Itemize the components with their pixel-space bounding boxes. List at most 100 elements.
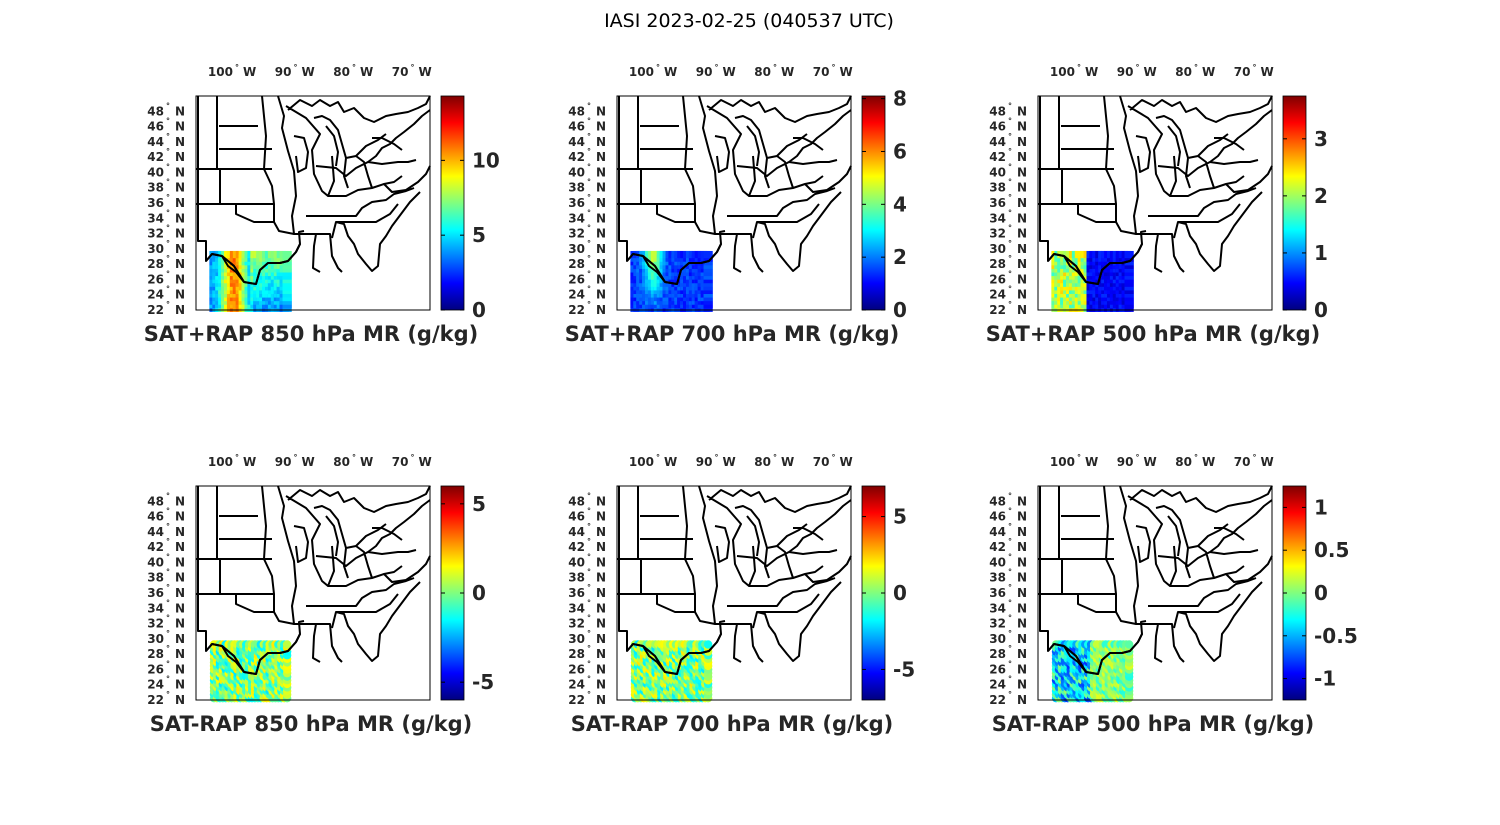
degree-symbol: ° [587, 285, 591, 294]
lon-tick-hemisphere: W [243, 65, 256, 79]
lat-tick-hemisphere: N [1017, 632, 1027, 646]
colorbar-tick-label: -5 [893, 657, 915, 681]
lat-tick-hemisphere: N [175, 211, 185, 225]
lat-tick-hemisphere: N [1017, 555, 1027, 569]
lat-tick-hemisphere: N [175, 662, 185, 676]
lat-tick-hemisphere: N [596, 540, 606, 554]
degree-symbol: ° [1008, 507, 1012, 516]
degree-symbol: ° [1008, 132, 1012, 141]
lat-tick-label: 28 [568, 257, 585, 271]
lon-tick-label: 70 [813, 455, 830, 469]
lon-tick-hemisphere: W [360, 65, 373, 79]
lat-tick-label: 40 [147, 165, 164, 179]
lat-tick-label: 26 [568, 272, 585, 286]
degree-symbol: ° [587, 583, 591, 592]
colorbar [861, 95, 886, 311]
lat-tick-label: 36 [568, 196, 585, 210]
swath-point [282, 640, 292, 649]
lat-tick-label: 24 [989, 678, 1006, 692]
degree-symbol: ° [166, 552, 170, 561]
lat-tick-hemisphere: N [1017, 272, 1027, 286]
swath-cell [282, 250, 292, 259]
degree-symbol: ° [1008, 300, 1012, 309]
colorbar-tick-label: 5 [472, 223, 486, 247]
lon-tick-hemisphere: W [360, 455, 373, 469]
lon-tick-hemisphere: W [722, 65, 735, 79]
lat-tick-hemisphere: N [175, 196, 185, 210]
lat-tick-label: 28 [989, 647, 1006, 661]
degree-symbol: ° [410, 453, 414, 462]
lat-tick-label: 48 [147, 104, 164, 118]
lon-tick-label: 100 [629, 65, 654, 79]
lat-tick-hemisphere: N [1017, 571, 1027, 585]
lat-tick-hemisphere: N [596, 303, 606, 317]
degree-symbol: ° [1135, 453, 1139, 462]
swath-cells [209, 640, 292, 703]
lat-tick-hemisphere: N [1017, 510, 1027, 524]
lat-tick-hemisphere: N [175, 647, 185, 661]
lat-tick-hemisphere: N [596, 227, 606, 241]
lat-tick-hemisphere: N [1017, 586, 1027, 600]
degree-symbol: ° [166, 659, 170, 668]
colorbar-tick-label: 5 [472, 492, 486, 516]
lat-tick-label: 40 [568, 165, 585, 179]
lon-tick-hemisphere: W [1202, 65, 1215, 79]
lat-tick-hemisphere: N [1017, 257, 1027, 271]
lat-tick-hemisphere: N [596, 601, 606, 615]
lat-tick-hemisphere: N [1017, 181, 1027, 195]
lat-tick-label: 22 [568, 303, 585, 317]
swath-cell [703, 250, 713, 259]
lat-tick-label: 36 [147, 196, 164, 210]
degree-symbol: ° [1008, 147, 1012, 156]
lon-tick-label: 100 [208, 455, 233, 469]
lat-tick-label: 30 [147, 632, 164, 646]
lon-tick-hemisphere: W [1143, 65, 1156, 79]
lat-tick-label: 28 [989, 257, 1006, 271]
degree-symbol: ° [1008, 101, 1012, 110]
lon-tick-label: 70 [1234, 65, 1251, 79]
lat-tick-hemisphere: N [175, 678, 185, 692]
degree-symbol: ° [166, 193, 170, 202]
lat-tick-hemisphere: N [175, 181, 185, 195]
lon-tick-label: 100 [629, 455, 654, 469]
colorbar-tick-label: 6 [893, 139, 907, 163]
degree-symbol: ° [1008, 568, 1012, 577]
degree-symbol: ° [587, 491, 591, 500]
lon-tick-hemisphere: W [781, 455, 794, 469]
degree-symbol: ° [166, 147, 170, 156]
map-frame [616, 95, 852, 311]
colorbar-tick-label: 0 [893, 298, 907, 322]
lon-tick-hemisphere: W [664, 65, 677, 79]
lat-tick-label: 34 [989, 601, 1006, 615]
lon-tick-label: 80 [333, 455, 350, 469]
swath-cells [630, 250, 713, 312]
lat-tick-label: 48 [989, 104, 1006, 118]
lat-tick-label: 32 [568, 227, 585, 241]
degree-symbol: ° [166, 583, 170, 592]
degree-symbol: ° [1008, 522, 1012, 531]
degree-symbol: ° [587, 178, 591, 187]
lon-tick-hemisphere: W [418, 455, 431, 469]
lat-tick-label: 44 [989, 525, 1006, 539]
lat-tick-label: 30 [568, 242, 585, 256]
degree-symbol: ° [1008, 254, 1012, 263]
degree-symbol: ° [587, 117, 591, 126]
lat-tick-hemisphere: N [596, 555, 606, 569]
degree-symbol: ° [1252, 63, 1256, 72]
map-panel-3: 100 ° W 90 ° W 80 ° W 70 ° W48 ° N46 ° N44 ° N42 ° N40 ° N38 °… [986, 63, 1328, 346]
degree-symbol: ° [166, 285, 170, 294]
lat-tick-hemisphere: N [1017, 227, 1027, 241]
lat-tick-hemisphere: N [175, 120, 185, 134]
lat-tick-hemisphere: N [596, 120, 606, 134]
lon-tick-hemisphere: W [839, 455, 852, 469]
lat-tick-label: 48 [568, 104, 585, 118]
lat-tick-label: 28 [147, 257, 164, 271]
lat-tick-label: 28 [147, 647, 164, 661]
degree-symbol: ° [166, 254, 170, 263]
lat-tick-label: 40 [989, 555, 1006, 569]
map-panel-2: 100 ° W 90 ° W 80 ° W 70 ° W48 ° N46 ° N44 ° N42 ° N40 ° N38 °… [565, 63, 907, 346]
lat-tick-label: 46 [989, 120, 1006, 134]
map-panel-6: 100 ° W 90 ° W 80 ° W 70 ° W48 ° N46 ° N44 ° N42 ° N40 ° N38 °… [989, 453, 1357, 736]
lon-tick-hemisphere: W [722, 455, 735, 469]
colorbar-tick-label: 0.5 [1314, 538, 1349, 562]
